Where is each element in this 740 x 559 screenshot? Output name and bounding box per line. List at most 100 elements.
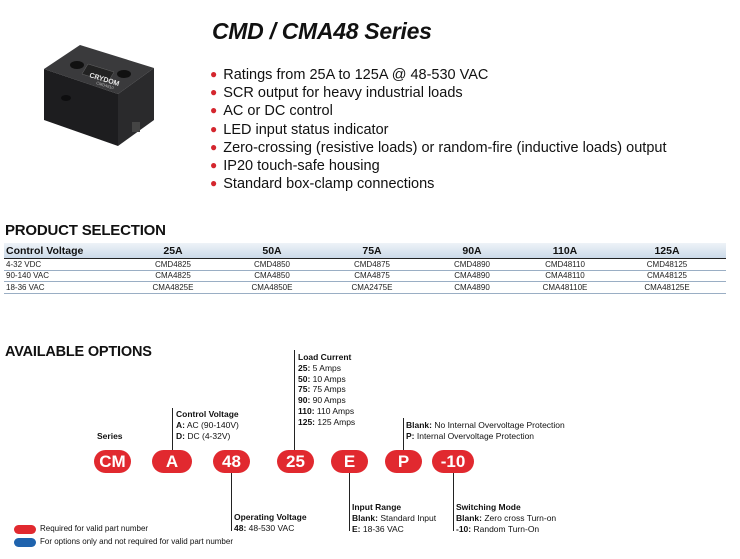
option-group-title: Operating Voltage bbox=[234, 512, 307, 522]
option-line: 25: 5 Amps bbox=[298, 363, 355, 374]
table-header-cell: 75A bbox=[322, 243, 422, 259]
option-line: 125: 125 Amps bbox=[298, 417, 355, 428]
option-line: -10: Random Turn-On bbox=[456, 524, 556, 535]
option-code: 25: bbox=[298, 362, 311, 373]
option-description: 110 Amps bbox=[314, 405, 355, 416]
option-pill-series: CM bbox=[94, 450, 131, 473]
option-code: P: bbox=[406, 430, 415, 441]
option-code: 90: bbox=[298, 395, 311, 406]
option-description: Zero cross Turn-on bbox=[481, 512, 557, 523]
legend-optional-swatch bbox=[14, 538, 36, 547]
option-code: Blank: bbox=[456, 512, 482, 523]
feature-text: AC or DC control bbox=[223, 103, 333, 120]
option-code: Blank: bbox=[406, 420, 432, 430]
option-group-title: Switching Mode bbox=[456, 502, 521, 512]
bullet-icon: ● bbox=[210, 85, 218, 100]
option-code: 48: bbox=[234, 522, 247, 533]
table-header-cell: 125A bbox=[608, 243, 726, 259]
option-code: -10: bbox=[456, 523, 472, 534]
option-line: 48: 48-530 VAC bbox=[234, 523, 307, 534]
feature-list: ● Ratings from 25A to 125A @ 48-530 VAC ● S… bbox=[210, 66, 666, 193]
part-number-cell: CMA4890 bbox=[422, 270, 522, 282]
feature-item: ● SCR output for heavy industrial loads bbox=[210, 84, 666, 102]
option-line: Blank: Zero cross Turn-on bbox=[456, 513, 556, 524]
feature-item: ● IP20 touch-safe housing bbox=[210, 157, 666, 175]
load-current-label: Load Current 25: 5 Amps 50: 10 Amps 75: 75 … bbox=[298, 352, 355, 428]
part-number-cell: CMA4850E bbox=[222, 281, 322, 294]
connector-load-current bbox=[294, 350, 295, 450]
bullet-icon: ● bbox=[210, 139, 218, 154]
option-line: Blank: Standard Input bbox=[352, 513, 436, 524]
option-pill-input-range: E bbox=[331, 450, 368, 473]
feature-item: ● Ratings from 25A to 125A @ 48-530 VAC bbox=[210, 66, 666, 84]
connector-input-range bbox=[349, 473, 350, 531]
control-voltage-cell: 18-36 VAC bbox=[4, 281, 124, 294]
option-pill-operating-voltage: 48 bbox=[213, 450, 250, 473]
table-header-cell: 90A bbox=[422, 243, 522, 259]
control-voltage-cell: 4-32 VDC bbox=[4, 258, 124, 271]
option-pill-control-voltage: A bbox=[152, 450, 192, 473]
product-photo: CRYDOM CMD4810 bbox=[44, 45, 154, 146]
legend-required-text: Required for valid part number bbox=[40, 524, 149, 533]
feature-item: ● AC or DC control bbox=[210, 102, 666, 120]
option-code: 125: bbox=[298, 416, 316, 427]
option-code: D: bbox=[176, 430, 185, 441]
feature-text: Zero-crossing (resistive loads) or rando… bbox=[223, 139, 667, 156]
option-line: A: AC (90-140V) bbox=[176, 420, 239, 431]
switching-mode-label: Switching Mode Blank: Zero cross Turn-on -… bbox=[456, 502, 556, 534]
feature-text: Standard box-clamp connections bbox=[223, 176, 435, 193]
option-description: 125 Amps bbox=[315, 416, 356, 427]
part-number-cell: CMA4890 bbox=[422, 281, 522, 294]
bullet-icon: ● bbox=[210, 103, 218, 118]
option-group-title: Control Voltage bbox=[176, 409, 239, 419]
series-label: Series bbox=[97, 431, 123, 441]
option-description: Internal Overvoltage Protection bbox=[414, 430, 535, 441]
table-row: 18-36 VAC CMA4825E CMA4850E CMA2475E CMA4890… bbox=[4, 281, 726, 294]
option-code: Blank: bbox=[352, 512, 378, 523]
bullet-icon: ● bbox=[210, 67, 218, 81]
option-pill-switching-mode: -10 bbox=[432, 450, 474, 473]
input-range-label: Input Range Blank: Standard Input E: 18-36… bbox=[352, 502, 436, 534]
option-line: P: Internal Overvoltage Protection bbox=[406, 431, 565, 442]
option-group-title: Load Current bbox=[298, 352, 352, 362]
option-description: 90 Amps bbox=[310, 395, 346, 406]
part-number-cell: CMA4825 bbox=[124, 270, 222, 282]
part-number-cell: CMA4850 bbox=[222, 270, 322, 282]
option-line: E: 18-36 VAC bbox=[352, 524, 436, 535]
table-header-cell: 25A bbox=[124, 243, 222, 259]
table-header-row: Control Voltage 25A 50A 75A 90A 110A 125A bbox=[4, 243, 726, 259]
table-row: 4-32 VDC CMD4825 CMD4850 CMD4875 CMD4890 CMD4… bbox=[4, 258, 726, 271]
part-number-cell: CMD4890 bbox=[422, 258, 522, 271]
bullet-icon: ● bbox=[210, 158, 218, 173]
option-description: 75 Amps bbox=[310, 384, 346, 395]
feature-item: ● Standard box-clamp connections bbox=[210, 175, 666, 193]
option-code: 75: bbox=[298, 384, 311, 395]
connector-control-voltage bbox=[172, 408, 173, 450]
option-code: A: bbox=[176, 419, 185, 430]
option-description: DC (4-32V) bbox=[184, 430, 231, 441]
option-line: 110: 110 Amps bbox=[298, 406, 355, 417]
part-number-cell: CMA48110E bbox=[522, 281, 608, 294]
part-number-cell: CMA48125 bbox=[608, 270, 726, 282]
part-number-cell: CMD4850 bbox=[222, 258, 322, 271]
part-number-cell: CMA48110 bbox=[522, 270, 608, 282]
operating-voltage-label: Operating Voltage 48: 48-530 VAC bbox=[234, 512, 307, 534]
feature-item: ● Zero-crossing (resistive loads) or rand… bbox=[210, 139, 666, 157]
table-header-cell: 110A bbox=[522, 243, 608, 259]
option-line: 90: 90 Amps bbox=[298, 395, 355, 406]
page-title: CMD / CMA48 Series bbox=[212, 18, 432, 44]
connector-operating-voltage bbox=[231, 473, 232, 531]
table-header-cell: Control Voltage bbox=[4, 243, 124, 259]
feature-item: ● LED input status indicator bbox=[210, 121, 666, 139]
option-description: 10 Amps bbox=[310, 373, 346, 384]
bullet-icon: ● bbox=[210, 121, 218, 136]
feature-text: LED input status indicator bbox=[223, 121, 389, 138]
control-voltage-label: Control Voltage A: AC (90-140V) D: DC (4-3… bbox=[176, 409, 239, 441]
option-description: AC (90-140V) bbox=[184, 419, 239, 430]
part-number-cell: CMA48125E bbox=[608, 281, 726, 294]
product-selection-table: Control Voltage 25A 50A 75A 90A 110A 125A 4-32… bbox=[4, 243, 726, 294]
table-header-cell: 50A bbox=[222, 243, 322, 259]
option-description: No Internal Overvoltage Protection bbox=[431, 420, 565, 430]
legend-required-swatch bbox=[14, 525, 36, 534]
option-code: 50: bbox=[298, 373, 311, 384]
